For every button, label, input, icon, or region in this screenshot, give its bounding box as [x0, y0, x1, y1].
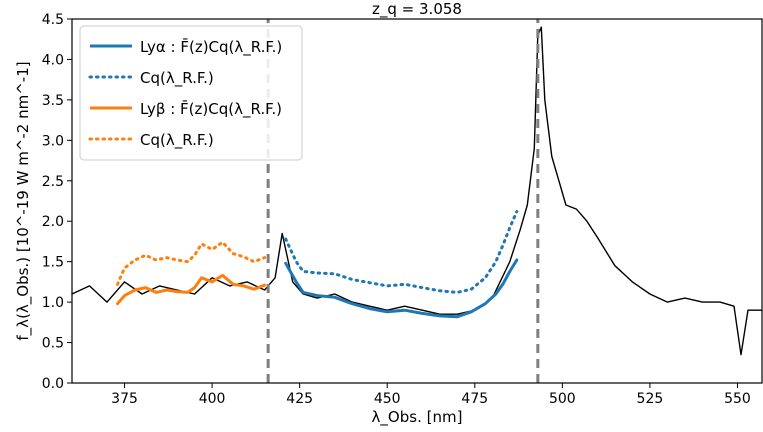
legend-box: [79, 25, 303, 161]
y-tick-label: 3.5: [42, 93, 64, 109]
x-tick-label: 450: [374, 391, 401, 407]
legend-label: Cq(λ_R.F.): [140, 69, 214, 88]
y-axis-label: f_λ(λ_Obs.) [10^-19 W m^-2 nm^-1]: [14, 61, 33, 340]
plot-border: [71, 18, 763, 384]
series-layer: [71, 26, 763, 356]
legend-label: Lyα : F̄(z)Cq(λ_R.F.): [140, 37, 282, 57]
x-tick-label: 375: [111, 391, 138, 407]
series-line-0: [284, 258, 519, 319]
x-tick-label: 550: [724, 391, 751, 407]
legend-label: Cq(λ_R.F.): [140, 131, 214, 150]
y-tick-label: 4.0: [42, 52, 64, 68]
series-line-1: [284, 210, 519, 294]
series-line-2: [116, 273, 267, 306]
y-tick-label: 4.5: [42, 12, 64, 28]
series-line-3: [116, 240, 267, 286]
x-axis-label: λ_Obs. [nm]: [372, 408, 463, 427]
y-axis: 0.0 0.5 1.0 1.5 2.0 2.5 3.0 3.5 4.0 4.5: [42, 12, 72, 392]
x-tick-label: 525: [637, 391, 664, 407]
y-tick-label: 1.5: [42, 255, 64, 271]
x-axis: 375 400 425 450 475 500 525 550: [111, 383, 751, 407]
legend-label: Lyβ : F̄(z)Cq(λ_R.F.): [140, 99, 282, 119]
y-tick-label: 0.0: [42, 376, 64, 392]
x-tick-label: 475: [461, 391, 488, 407]
y-tick-label: 0.5: [42, 336, 64, 352]
x-tick-label: 425: [286, 391, 313, 407]
y-tick-label: 2.5: [42, 174, 64, 190]
chart-title: z_q = 3.058: [372, 0, 462, 19]
x-tick-label: 400: [199, 391, 226, 407]
y-tick-label: 3.0: [42, 133, 64, 149]
x-tick-label: 500: [549, 391, 576, 407]
y-tick-label: 2.0: [42, 214, 64, 230]
legend: Lyα : F̄(z)Cq(λ_R.F.) Cq(λ_R.F.) Lyβ : F̄(…: [79, 25, 303, 161]
y-tick-label: 1.0: [42, 295, 64, 311]
